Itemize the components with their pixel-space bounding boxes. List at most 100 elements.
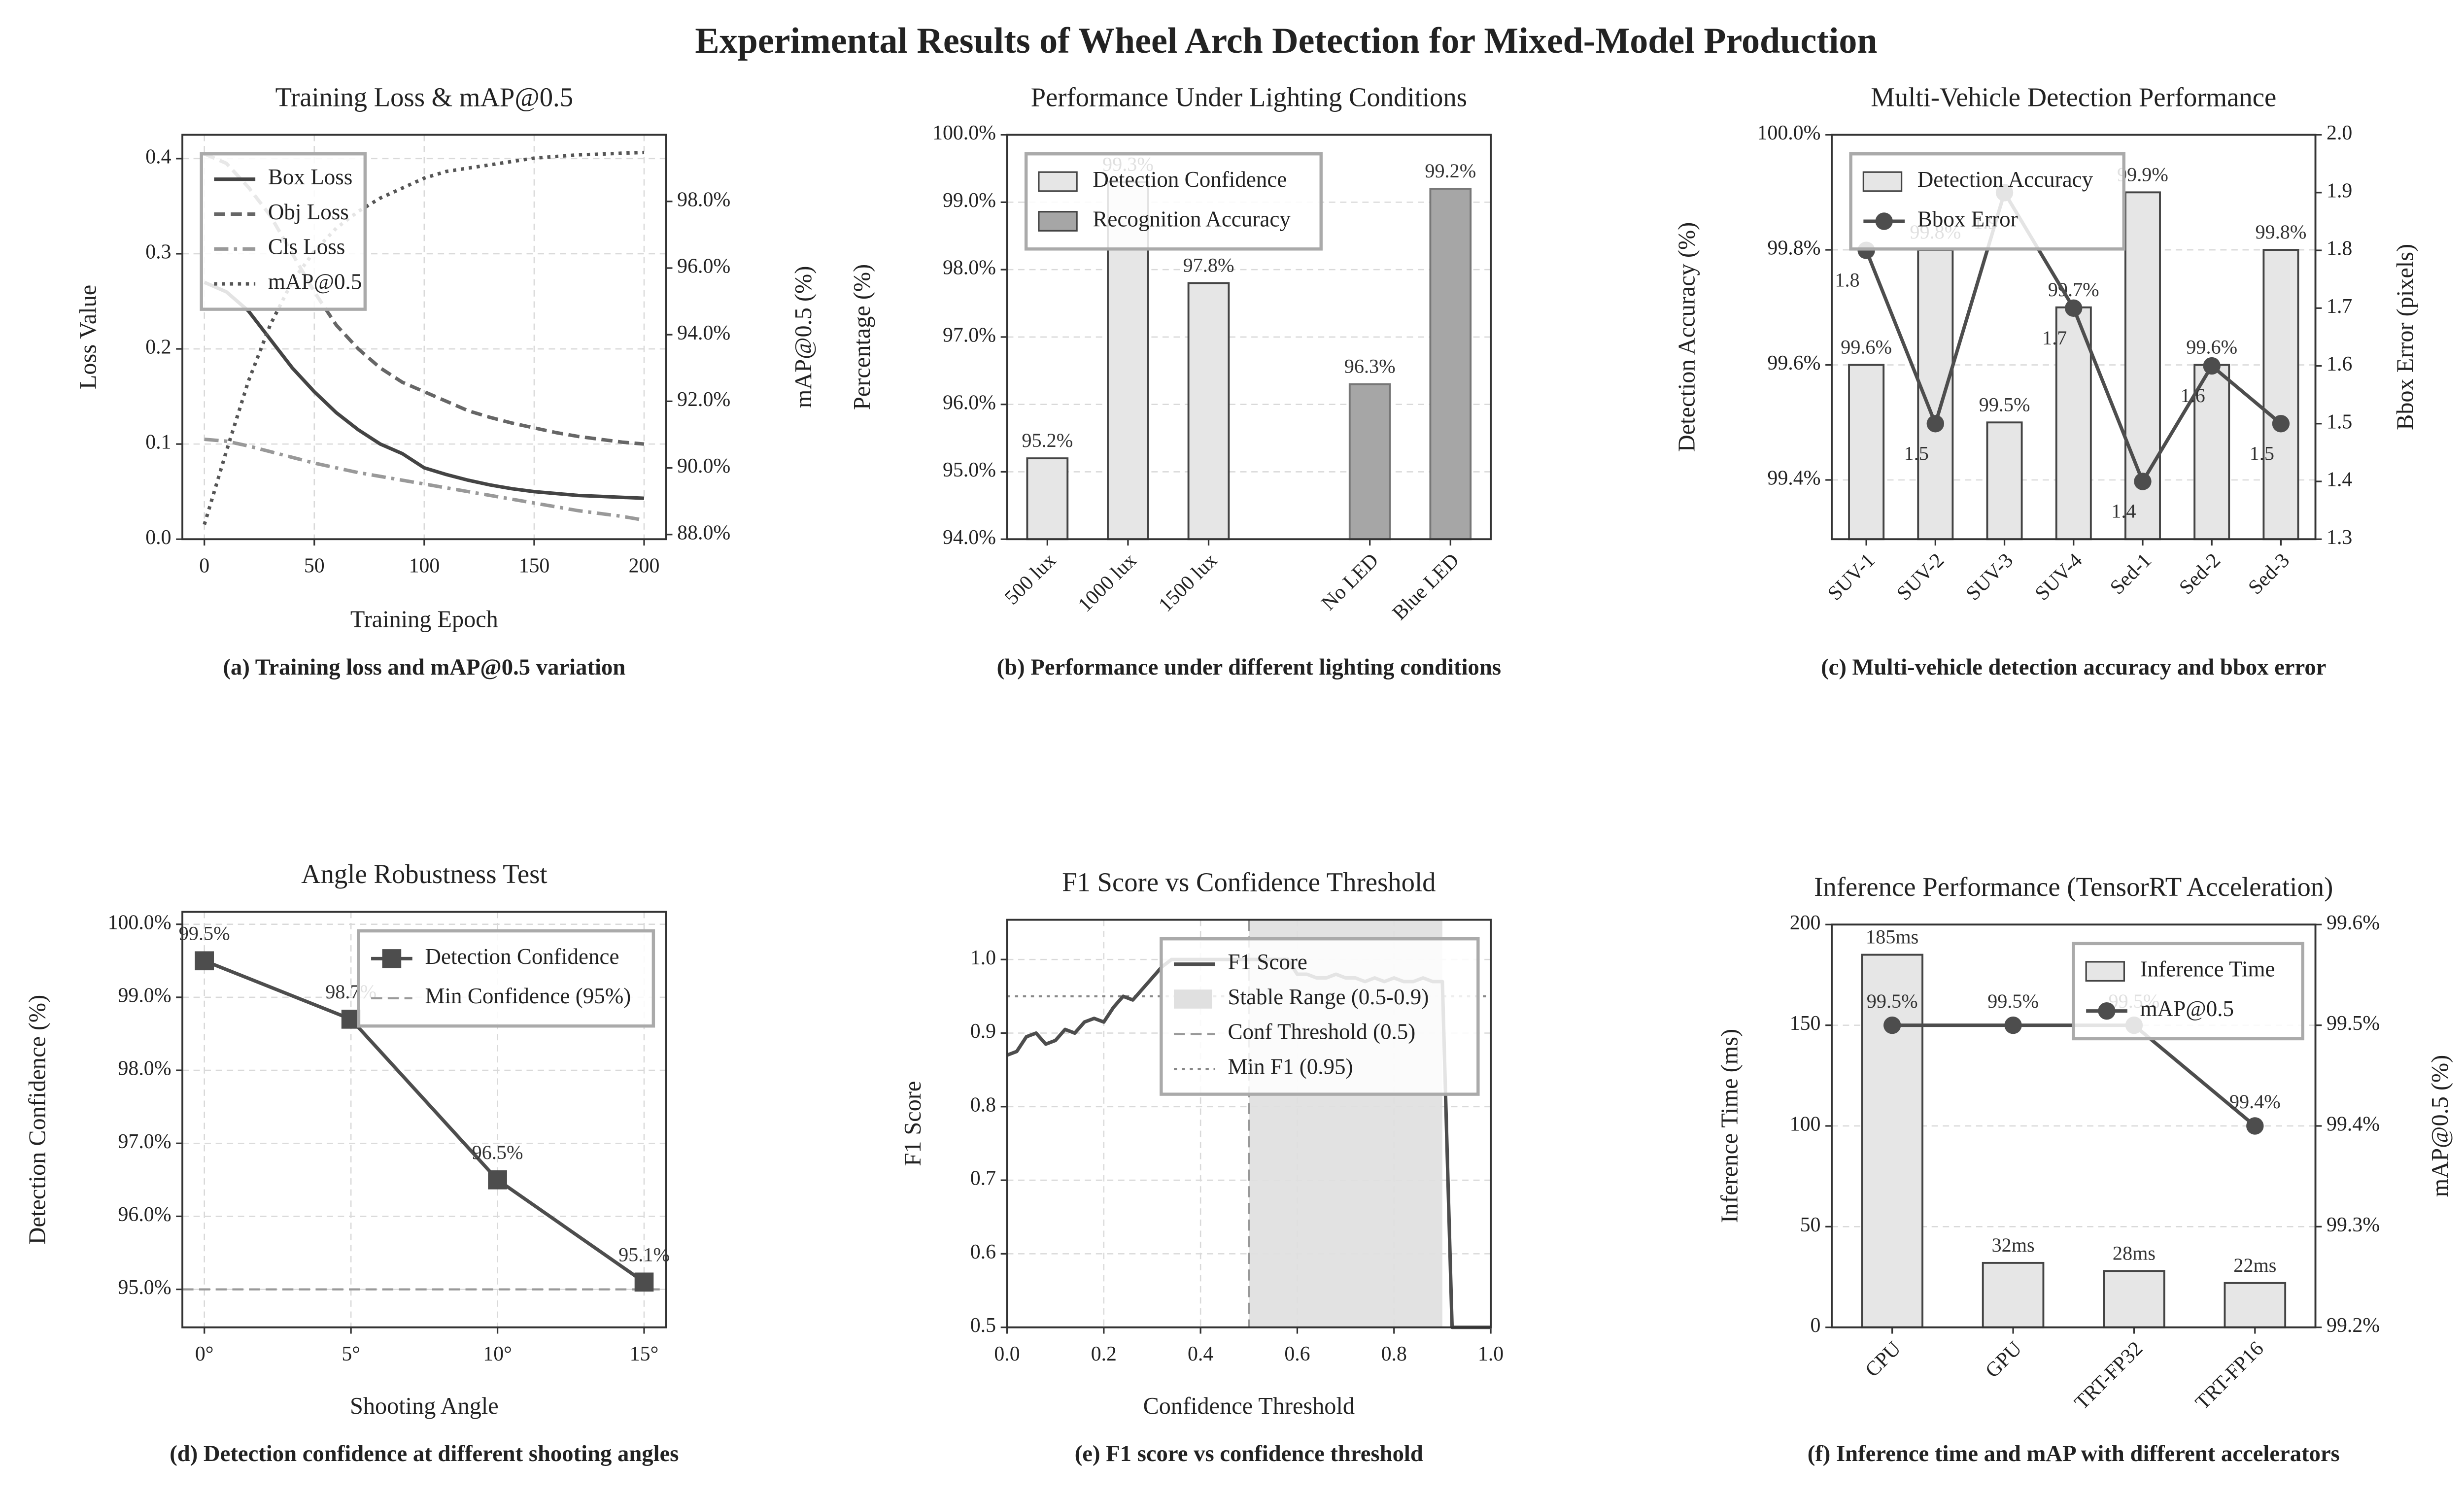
y-tick-label: 100.0% [108, 911, 171, 934]
data-label: 1.4 [2111, 500, 2136, 522]
marker [1883, 1016, 1901, 1034]
plot-frame [1831, 134, 2317, 541]
y-axis-label: Detection Accuracy (%) [1674, 222, 1700, 452]
x-tick-label: 0.0 [994, 1343, 1020, 1365]
y-tick-label: 0.0 [145, 526, 171, 549]
data-label: 96.5% [472, 1141, 523, 1163]
line [204, 437, 645, 522]
y2-tick-label: 98.0% [677, 188, 730, 211]
legend: F1 Score Stable Range (0.5-0.9) Conf Thres… [1160, 937, 1480, 1096]
y-axis-label: Detection Confidence (%) [25, 995, 51, 1245]
y-tick-label: 99.0% [943, 189, 996, 212]
data-label: 32ms [1991, 1234, 2034, 1256]
x-tick-label: 10° [483, 1343, 512, 1365]
y-axis-label: Loss Value [75, 285, 102, 389]
y-axis-label: Inference Time (ms) [1716, 1029, 1743, 1223]
data-label: 1.5 [2250, 442, 2274, 464]
bar [2103, 1270, 2165, 1328]
data-label: 96.3% [1344, 355, 1396, 377]
data-label: 22ms [2233, 1254, 2276, 1276]
x-tick-label: 5° [342, 1343, 360, 1365]
bar [1348, 383, 1391, 541]
legend-swatch [1174, 989, 1212, 1009]
bar [1429, 188, 1472, 541]
subplot-title: Performance Under Lighting Conditions [1031, 82, 1467, 112]
legend-label: Detection Accuracy [1917, 167, 2093, 192]
y-tick-label: 99.0% [118, 984, 171, 1007]
legend-box [357, 929, 655, 1028]
legend-label: Stable Range (0.5-0.9) [1228, 985, 1429, 1009]
data-label: 99.2% [1425, 160, 1476, 182]
data-label: 99.6% [2186, 336, 2237, 358]
x-tick-label: 0 [199, 555, 209, 578]
y-tick-label: 150 [1790, 1012, 1821, 1035]
y-tick-label: 95.0% [943, 459, 996, 481]
y-tick-label: 0.8 [970, 1093, 996, 1116]
bar [1187, 282, 1230, 541]
y2-axis-label: Bbox Error (pixels) [2392, 244, 2418, 430]
legend-swatch [1038, 171, 1078, 192]
data-label: 99.5% [1979, 393, 2030, 415]
x-tick-label: 0.6 [1284, 1343, 1310, 1365]
y-tick-label: 99.6% [1767, 352, 1820, 374]
y-tick-label: 98.0% [943, 257, 996, 279]
legend-swatch [1862, 171, 1903, 192]
legend-label: F1 Score [1228, 950, 1307, 974]
line [204, 959, 646, 1284]
legend: Detection Confidence Min Confidence (95%) [357, 929, 655, 1028]
bar [1848, 364, 1885, 541]
x-tick-label: 15° [630, 1343, 659, 1365]
legend-label: Cls Loss [268, 235, 345, 259]
plot-frame [181, 134, 667, 541]
y-tick-label: 96.0% [118, 1203, 171, 1226]
y2-tick-label: 1.4 [2327, 469, 2352, 491]
x-tick-label: 150 [519, 555, 550, 578]
legend-label: mAP@0.5 [268, 269, 362, 294]
y2-tick-label: 1.5 [2327, 410, 2352, 433]
bar [2193, 364, 2230, 541]
marker [2065, 299, 2083, 317]
marker [2246, 1117, 2264, 1135]
y-tick-label: 100.0% [1757, 122, 1820, 144]
line [204, 280, 645, 500]
y-tick-label: 200 [1790, 912, 1821, 934]
data-label: 1.5 [1904, 442, 1929, 464]
x-tick-label: 0.4 [1188, 1343, 1213, 1365]
legend-box [2072, 942, 2305, 1041]
subplot-title: Angle Robustness Test [301, 859, 548, 889]
legend-label: Inference Time [2140, 957, 2275, 982]
bar [1982, 1261, 2045, 1328]
legend-marker [1875, 212, 1893, 230]
marker [2272, 415, 2290, 433]
marker [195, 951, 214, 971]
y2-tick-label: 1.9 [2327, 179, 2352, 202]
y2-tick-label: 2.0 [2327, 122, 2352, 144]
legend-box [1024, 152, 1323, 251]
y-tick-label: 97.0% [943, 324, 996, 347]
x-tick-label: 200 [629, 555, 660, 578]
subplot-title: Inference Performance (TensorRT Accelera… [1814, 872, 2333, 902]
x-tick-label: 0.8 [1381, 1343, 1407, 1365]
y-tick-label: 0.7 [970, 1167, 996, 1190]
y-tick-label: 97.0% [118, 1130, 171, 1153]
subplot-title: Multi-Vehicle Detection Performance [1871, 82, 2276, 112]
y-axis-label: Percentage (%) [849, 264, 875, 410]
y2-tick-label: 92.0% [677, 388, 730, 411]
data-label: 95.1% [618, 1244, 670, 1266]
y2-axis-label: mAP@0.5 (%) [2427, 1055, 2453, 1197]
data-label: 99.4% [2229, 1090, 2281, 1113]
plot-frame [1006, 919, 1492, 1328]
y-tick-label: 0.6 [970, 1241, 996, 1263]
figure-title: Experimental Results of Wheel Arch Detec… [695, 21, 1877, 61]
legend-label: Min F1 (0.95) [1228, 1054, 1353, 1079]
legend-label: mAP@0.5 [2140, 996, 2234, 1021]
x-tick-label: 0.2 [1091, 1343, 1117, 1365]
y-tick-label: 99.8% [1767, 237, 1820, 260]
marker [2004, 1016, 2022, 1034]
bar [2224, 1282, 2287, 1328]
y2-tick-label: 99.3% [2327, 1214, 2380, 1236]
legend-swatch [2085, 961, 2125, 982]
marker [2134, 473, 2152, 490]
y-tick-label: 100.0% [932, 122, 996, 144]
y2-tick-label: 96.0% [677, 255, 730, 278]
